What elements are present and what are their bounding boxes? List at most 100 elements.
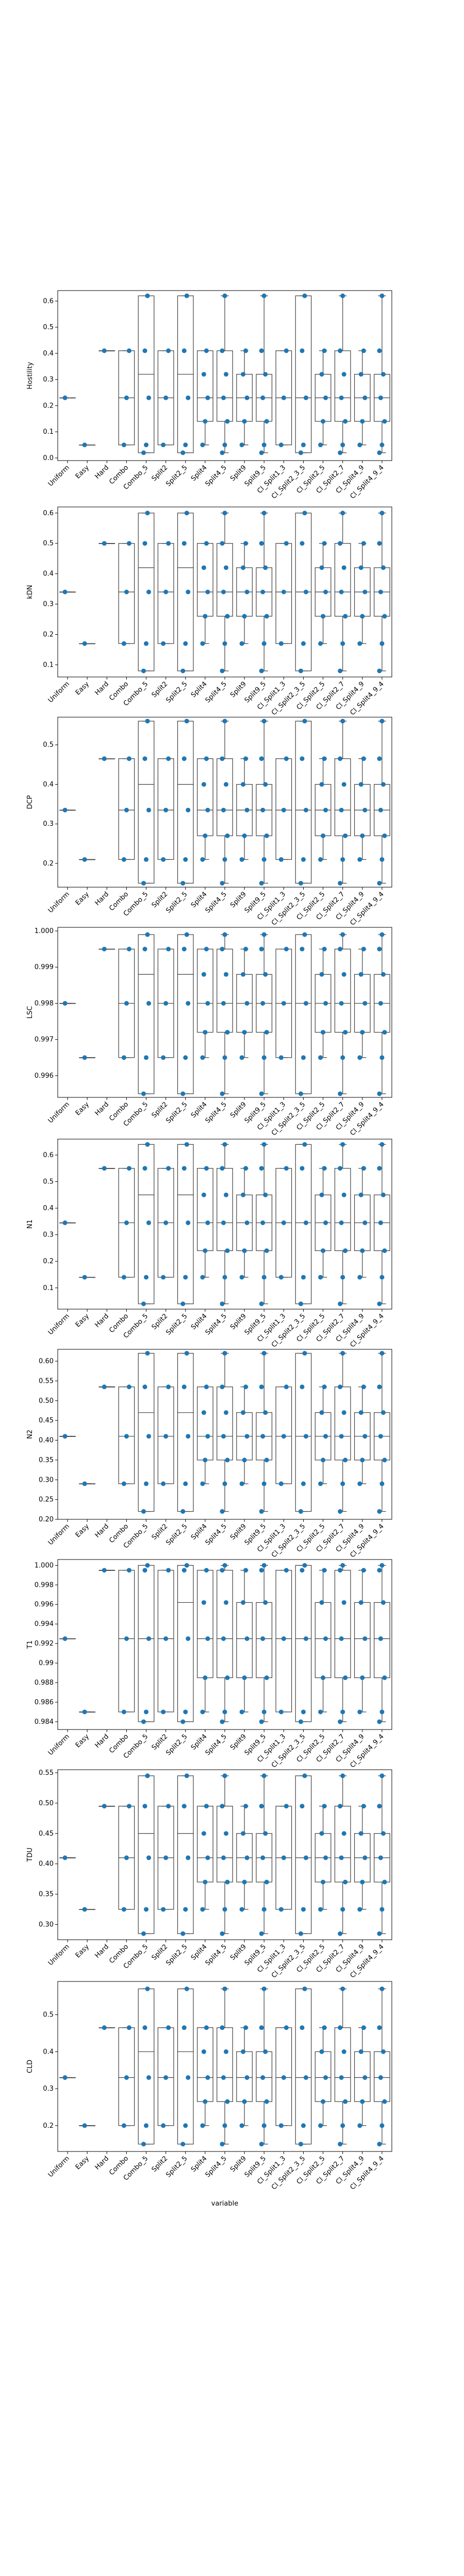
- point: [102, 348, 107, 353]
- box: [118, 1570, 135, 1713]
- point: [340, 641, 345, 646]
- box: [118, 2027, 135, 2126]
- point: [340, 511, 345, 516]
- point: [377, 450, 382, 455]
- point: [203, 419, 208, 424]
- axes-frame: [57, 1769, 392, 1940]
- point: [260, 1220, 266, 1225]
- box: [275, 2027, 292, 2126]
- point: [278, 1481, 284, 1486]
- point: [225, 1030, 230, 1035]
- point: [321, 2099, 326, 2104]
- point: [260, 1636, 266, 1641]
- point: [144, 641, 149, 646]
- point: [184, 1773, 189, 1778]
- point: [62, 589, 68, 595]
- x-tick-label: Uniform: [47, 680, 71, 704]
- point: [201, 1410, 206, 1415]
- point: [302, 932, 307, 937]
- x-tick-label: Easy: [74, 1100, 91, 1117]
- box: [197, 2027, 213, 2102]
- point: [183, 857, 188, 862]
- point: [281, 395, 286, 400]
- point: [181, 946, 187, 952]
- point: [263, 371, 268, 377]
- point: [241, 565, 246, 570]
- point: [341, 972, 346, 977]
- box: [118, 1386, 135, 1484]
- point: [220, 1384, 225, 1389]
- box: [138, 513, 155, 671]
- point: [180, 450, 186, 455]
- point: [259, 880, 264, 886]
- point: [301, 1907, 306, 1912]
- point: [186, 1855, 191, 1860]
- box: [275, 758, 292, 860]
- point: [323, 589, 328, 595]
- point: [102, 1804, 107, 1809]
- point: [201, 1192, 206, 1197]
- y-tick-label: 0.50: [39, 1800, 54, 1807]
- y-tick-label: 0.6: [43, 510, 54, 517]
- point: [220, 1804, 225, 1809]
- point: [181, 1804, 187, 1809]
- point: [166, 2025, 171, 2030]
- point: [244, 2075, 250, 2080]
- point: [144, 1055, 149, 1060]
- point: [319, 1831, 324, 1836]
- point: [379, 2123, 385, 2128]
- point: [163, 1434, 169, 1439]
- point: [260, 1001, 266, 1006]
- x-tick-label: Split2_5: [164, 890, 189, 914]
- point: [141, 880, 146, 886]
- point: [358, 371, 363, 377]
- point: [220, 1509, 225, 1514]
- box: [275, 543, 292, 644]
- point: [200, 857, 205, 862]
- box: [197, 1386, 213, 1461]
- point: [124, 1636, 129, 1641]
- point: [82, 1055, 87, 1060]
- y-tick-label: 0.986: [35, 1699, 54, 1706]
- point: [343, 614, 348, 619]
- point: [377, 668, 382, 673]
- y-tick-label: 0.992: [35, 1640, 54, 1648]
- point: [340, 932, 345, 937]
- point: [340, 1481, 345, 1486]
- point: [161, 1907, 166, 1912]
- box: [314, 1602, 332, 1679]
- box: [334, 350, 351, 422]
- point: [102, 2025, 107, 2030]
- point: [242, 614, 247, 619]
- point: [121, 1709, 126, 1715]
- point: [225, 1458, 230, 1463]
- box: [217, 1386, 233, 1461]
- point: [261, 1907, 267, 1912]
- point: [361, 541, 366, 546]
- box: [217, 948, 233, 1033]
- point: [62, 1636, 68, 1641]
- point: [201, 1600, 206, 1605]
- axes-frame: [57, 1981, 392, 2152]
- point: [225, 1879, 230, 1885]
- point: [145, 1142, 150, 1147]
- point: [338, 1804, 343, 1809]
- box: [217, 1806, 233, 1883]
- point: [142, 756, 147, 761]
- point: [242, 419, 247, 424]
- point: [141, 668, 146, 673]
- x-tick-label: Split4: [190, 1100, 209, 1120]
- x-tick-label: Split4_5: [204, 464, 228, 488]
- point: [300, 946, 305, 952]
- point: [82, 641, 87, 646]
- axes-frame: [57, 1139, 392, 1310]
- point: [338, 541, 343, 546]
- point: [338, 756, 343, 761]
- x-tick-label: Split9: [229, 1522, 248, 1541]
- point: [204, 1568, 209, 1573]
- point: [126, 756, 131, 761]
- y-tick-label: 0.45: [39, 1417, 54, 1425]
- point: [126, 2025, 131, 2030]
- point: [205, 1855, 210, 1860]
- point: [300, 1804, 305, 1809]
